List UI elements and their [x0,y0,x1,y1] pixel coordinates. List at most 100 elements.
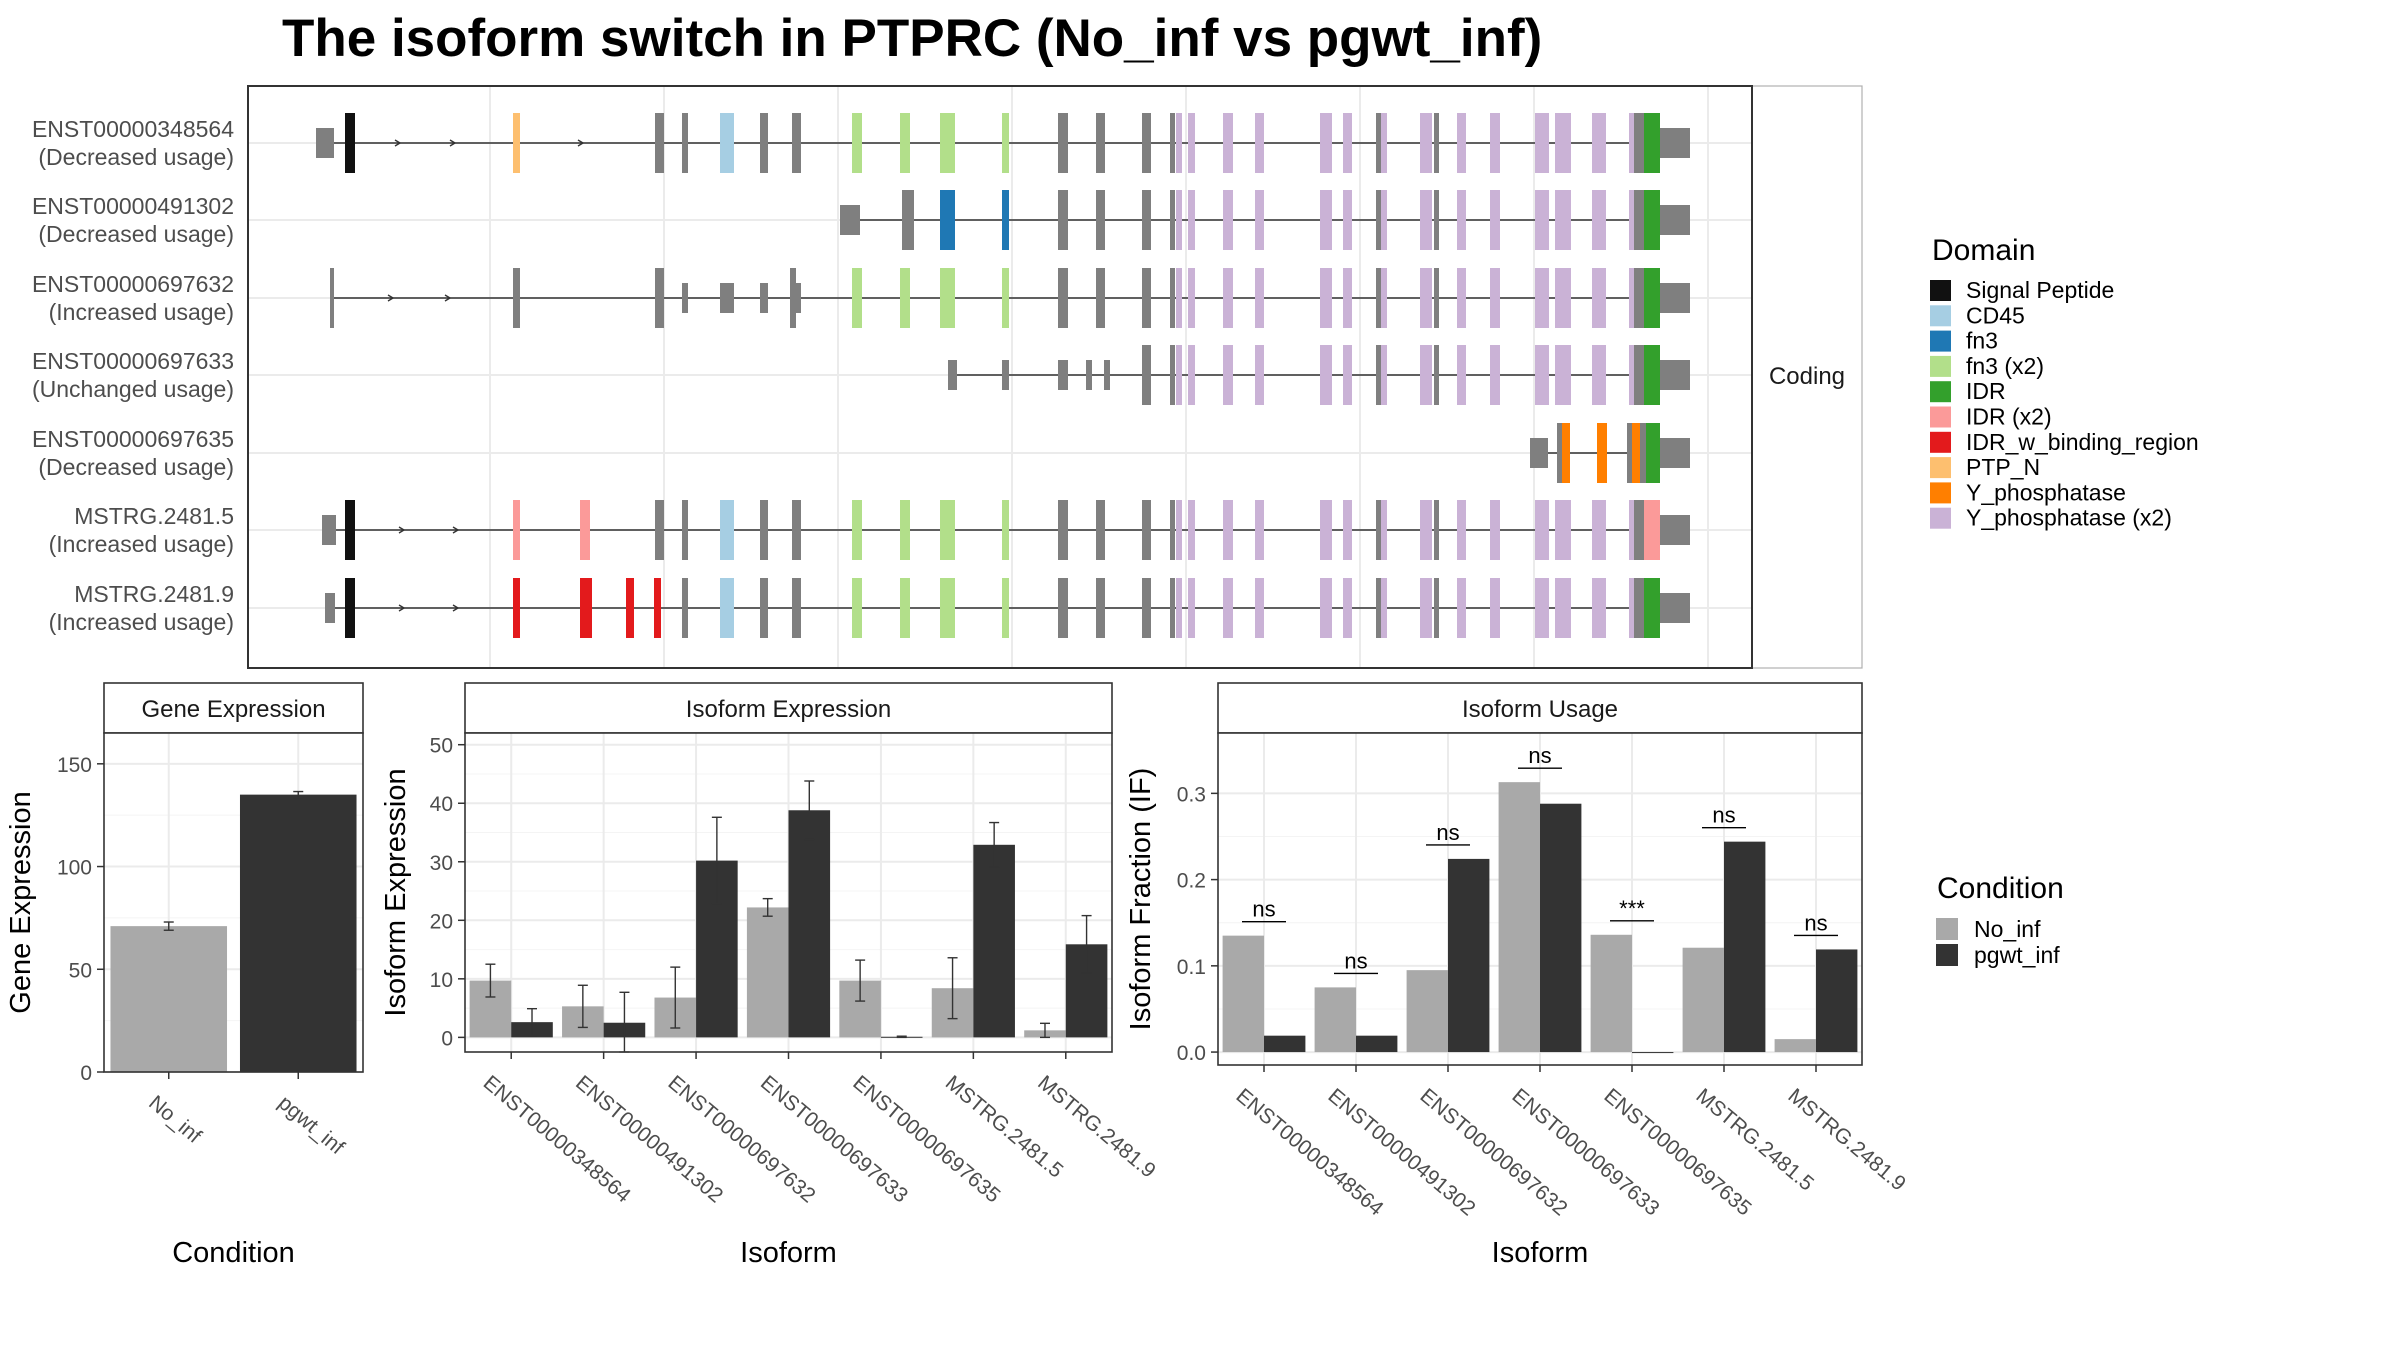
exon-block [1255,578,1264,638]
exon-block [580,578,592,638]
legend-domain-label: fn3 [1966,328,1998,354]
strand-arrow-icon [398,604,406,612]
exon-block [1535,190,1549,250]
exon-block [760,113,768,173]
exon-block [1002,268,1009,328]
exon-block [1434,578,1439,638]
exon-block [1188,190,1195,250]
bar [1540,803,1582,1053]
exon-block [1002,578,1009,638]
exon-block [1176,268,1182,328]
y-tick-label: 0.1 [1177,956,1206,979]
exon-block [792,578,801,638]
exon-block [1629,345,1635,405]
legend-domain-label: Signal Peptide [1966,277,2114,303]
transcript-ENST00000697632 [330,268,1690,328]
legend-swatch [1936,918,1958,940]
legend-domain-label: IDR (x2) [1966,404,2052,430]
x-axis-title: Isoform [1492,1237,1589,1269]
exon-block [1457,500,1466,560]
exon-block [1376,345,1381,405]
exon-block [1634,268,1644,328]
strand-arrow-icon [452,526,460,534]
exon-block [1223,578,1233,638]
y-axis-title: Isoform Fraction (IF) [1125,768,1157,1031]
exon-block [852,268,862,328]
legend-domain-label: fn3 (x2) [1966,353,2044,379]
exon-block [513,578,520,638]
bar [1632,1052,1674,1054]
transcript-ENST00000697633 [948,345,1690,405]
significance-label: ns [1252,897,1275,922]
exon-block [1223,500,1233,560]
exon-block [1490,268,1500,328]
exon-block [900,578,910,638]
bar [1724,841,1766,1053]
exon-block [902,190,914,250]
y-axis-title: Isoform Expression [380,768,412,1016]
y-tick-label: 0 [80,1062,92,1085]
transcript-label: ENST00000697632 [32,271,234,297]
exon-block [900,113,910,173]
transcript-usage-label: (Increased usage) [49,531,234,557]
legend-domain-label: IDR_w_binding_region [1966,429,2199,455]
exon-block [1660,515,1690,545]
panel-border [464,732,1113,1053]
exon-block [1490,345,1500,405]
y-tick-label: 150 [57,754,92,777]
transcript-label: MSTRG.2481.9 [74,581,234,607]
exon-block [1223,345,1233,405]
y-tick-label: 100 [57,857,92,880]
exon-block [1376,113,1381,173]
significance-label: ns [1712,803,1735,828]
bar [1448,858,1490,1053]
exon-block [1188,268,1195,328]
exon-block [1176,190,1182,250]
x-tick-label: ENST00000348564 [1232,1084,1388,1220]
bar [110,926,228,1072]
exon-block [1557,423,1562,483]
exon-block [1320,500,1332,560]
legend-swatch [1930,457,1951,479]
exon-block [1420,268,1432,328]
exon-block [940,190,955,250]
exon-block [1535,578,1549,638]
exon-block [1320,113,1332,173]
panel-strip [1217,682,1863,734]
exon-block [1644,113,1660,173]
transcript-label: ENST00000348564 [32,116,234,142]
legend-swatch [1930,355,1951,377]
legend-condition-label: No_inf [1974,916,2041,942]
exon-block [1170,113,1175,173]
strip-label: Coding [1769,363,1845,390]
bar [1682,947,1724,1053]
exon-block [948,360,957,390]
bar [1406,970,1448,1053]
transcript-usage-label: (Decreased usage) [38,454,234,480]
exon-block [852,113,862,173]
legend-domain-title: Domain [1932,234,2035,267]
exon-block [682,500,688,560]
structure-panel-border [247,85,1753,669]
x-tick-label: ENST00000697633 [1508,1084,1664,1220]
strip-coding [1751,85,1863,669]
exon-block [1255,500,1264,560]
significance-label: ns [1344,948,1367,973]
exon-block [1535,345,1549,405]
exon-block [940,113,955,173]
exon-block [1320,190,1332,250]
legend-condition-label: pgwt_inf [1974,942,2060,968]
exon-block [1629,578,1635,638]
exon-block [1434,190,1439,250]
legend-condition-title: Condition [1937,872,2064,905]
exon-block [1660,205,1690,235]
legend-swatch [1930,305,1951,327]
bar [1590,934,1632,1053]
exon-block [1644,500,1652,560]
exon-block [1644,268,1660,328]
exon-block [720,283,734,313]
transcript-label: ENST00000697635 [32,426,234,452]
legend-swatch [1930,482,1951,504]
exon-block [1555,268,1571,328]
legend-domain-label: PTP_N [1966,454,2040,480]
